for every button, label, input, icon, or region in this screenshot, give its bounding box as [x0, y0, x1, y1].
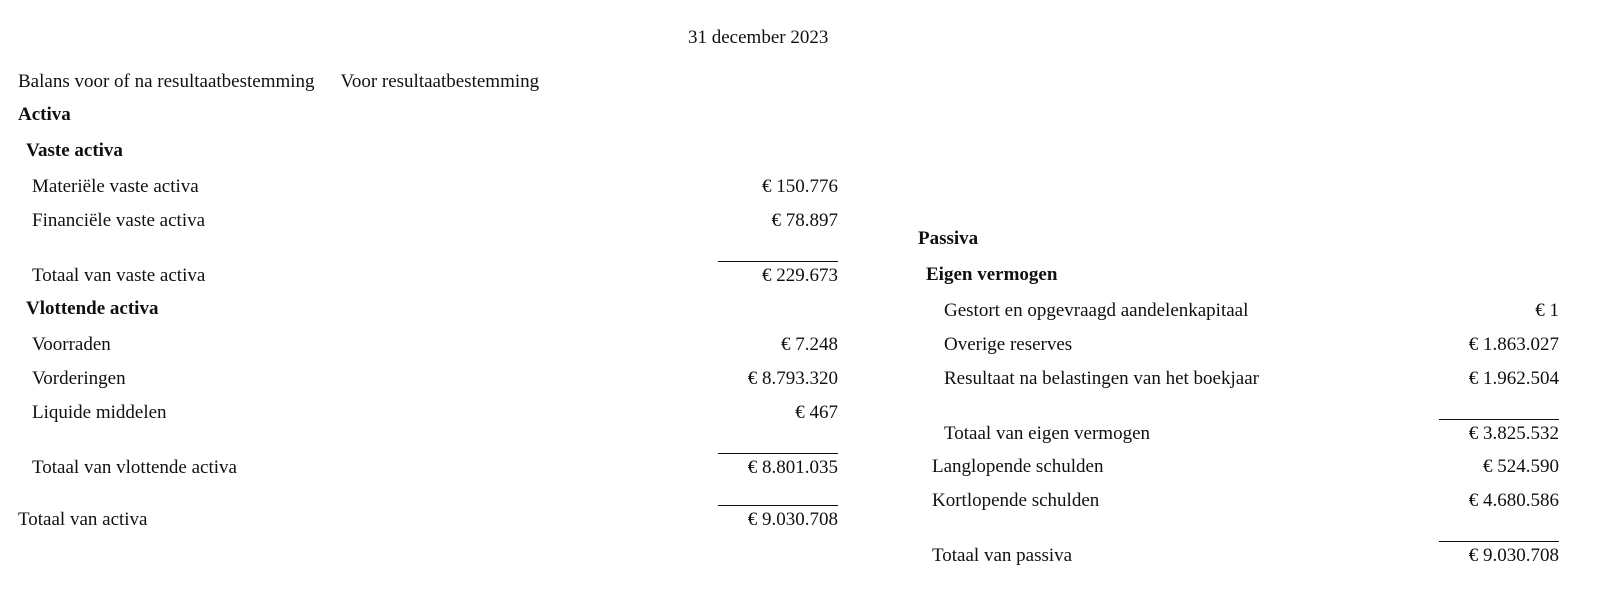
- financiele-vaste-activa-row: Financiële vaste activa € 78.897: [18, 211, 918, 233]
- line-value: € 1: [1399, 301, 1559, 320]
- balance-sheet: 31 december 2023 Balans voor of na resul…: [0, 0, 1607, 565]
- totaal-vaste-activa-row: Totaal van vaste activa € 229.673: [18, 261, 918, 285]
- totaal-passiva-row: Totaal van passiva € 9.030.708: [918, 541, 1559, 565]
- line-label: Langlopende schulden: [932, 457, 1399, 476]
- passiva-title: Passiva: [918, 229, 1559, 248]
- line-label: Totaal van passiva: [932, 546, 1399, 565]
- spacer: [18, 477, 918, 491]
- spacer: [918, 513, 1559, 527]
- date-row: 31 december 2023: [18, 18, 1589, 48]
- line-value: € 4.680.586: [1399, 491, 1559, 510]
- eigen-vermogen-title: Eigen vermogen: [926, 265, 1559, 284]
- line-value: € 3.825.532: [1439, 419, 1559, 443]
- line-value: € 1.962.504: [1399, 369, 1559, 388]
- totaal-eigen-vermogen-row: Totaal van eigen vermogen € 3.825.532: [918, 419, 1559, 443]
- vlottende-activa-title: Vlottende activa: [26, 299, 918, 318]
- line-value: € 8.801.035: [718, 453, 838, 477]
- line-value: € 78.897: [678, 211, 918, 230]
- resultaat-boekjaar-row: Resultaat na belastingen van het boekjaa…: [918, 369, 1559, 391]
- balance-date: 31 december 2023: [688, 28, 828, 47]
- line-value: € 7.248: [678, 335, 918, 354]
- line-label: Materiële vaste activa: [32, 177, 678, 196]
- line-label: Kortlopende schulden: [932, 491, 1399, 510]
- voorraden-row: Voorraden € 7.248: [18, 335, 918, 357]
- eigen-vermogen-heading: Eigen vermogen: [918, 265, 1559, 287]
- line-value: € 1.863.027: [1399, 335, 1559, 354]
- line-value: € 229.673: [718, 261, 838, 285]
- line-value: € 9.030.708: [1439, 541, 1559, 565]
- totaal-activa-row: Totaal van activa € 9.030.708: [18, 505, 918, 529]
- allocation-row: Balans voor of na resultaatbestemming Vo…: [18, 72, 1589, 91]
- activa-title: Activa: [18, 105, 918, 124]
- line-value: € 8.793.320: [678, 369, 918, 388]
- line-label: Voorraden: [32, 335, 678, 354]
- line-label: Totaal van activa: [18, 510, 678, 529]
- balance-columns: Activa Vaste activa Materiële vaste acti…: [18, 91, 1589, 565]
- spacer: [18, 425, 918, 439]
- line-label: Resultaat na belastingen van het boekjaa…: [944, 369, 1399, 388]
- vaste-activa-title: Vaste activa: [26, 141, 918, 160]
- passiva-heading: Passiva: [918, 229, 1559, 251]
- materiele-vaste-activa-row: Materiële vaste activa € 150.776: [18, 177, 918, 199]
- line-label: Financiële vaste activa: [32, 211, 678, 230]
- overige-reserves-row: Overige reserves € 1.863.027: [918, 335, 1559, 357]
- allocation-label: Balans voor of na resultaatbestemming: [18, 72, 315, 91]
- line-value: € 467: [678, 403, 918, 422]
- totaal-vlottende-activa-row: Totaal van vlottende activa € 8.801.035: [18, 453, 918, 477]
- spacer: [918, 391, 1559, 405]
- vaste-activa-heading: Vaste activa: [18, 141, 918, 163]
- liquide-middelen-row: Liquide middelen € 467: [18, 403, 918, 425]
- activa-heading: Activa: [18, 105, 918, 127]
- activa-column: Activa Vaste activa Materiële vaste acti…: [18, 91, 918, 529]
- allocation-value: Voor resultaatbestemming: [341, 72, 540, 91]
- line-label: Totaal van vaste activa: [32, 266, 678, 285]
- vorderingen-row: Vorderingen € 8.793.320: [18, 369, 918, 391]
- langlopende-schulden-row: Langlopende schulden € 524.590: [918, 457, 1559, 479]
- line-label: Totaal van vlottende activa: [32, 458, 678, 477]
- passiva-column: Passiva Eigen vermogen Gestort en opgevr…: [918, 91, 1589, 565]
- line-value: € 524.590: [1399, 457, 1559, 476]
- line-label: Gestort en opgevraagd aandelenkapitaal: [944, 301, 1399, 320]
- line-label: Overige reserves: [944, 335, 1399, 354]
- line-label: Totaal van eigen vermogen: [944, 424, 1399, 443]
- aandelenkapitaal-row: Gestort en opgevraagd aandelenkapitaal €…: [918, 301, 1559, 323]
- line-label: Vorderingen: [32, 369, 678, 388]
- kortlopende-schulden-row: Kortlopende schulden € 4.680.586: [918, 491, 1559, 513]
- line-label: Liquide middelen: [32, 403, 678, 422]
- line-value: € 9.030.708: [718, 505, 838, 529]
- line-value: € 150.776: [678, 177, 918, 196]
- vlottende-activa-heading: Vlottende activa: [18, 299, 918, 321]
- spacer: [18, 233, 918, 247]
